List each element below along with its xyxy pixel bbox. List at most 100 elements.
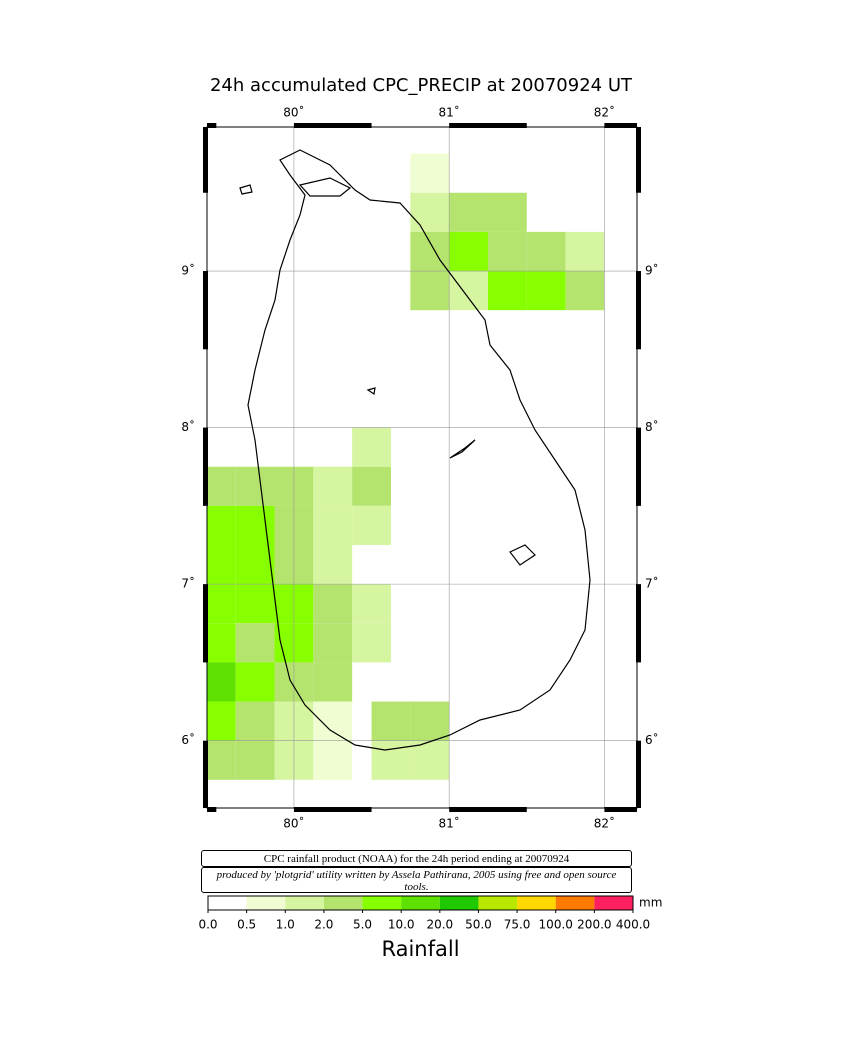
x-tick-label: 81˚ xyxy=(439,105,460,120)
colorbar-tick-label: 2.0 xyxy=(314,918,333,932)
colorbar-swatch xyxy=(285,896,324,910)
coastline xyxy=(239,149,591,751)
rain-cell xyxy=(410,271,450,311)
rain-cell xyxy=(207,740,236,780)
colorbar-tick-label: 200.0 xyxy=(577,918,611,932)
y-tick-label: 9˚ xyxy=(645,263,659,278)
colorbar-swatch xyxy=(439,896,479,910)
frame-bar xyxy=(604,807,637,812)
frame-bar xyxy=(636,127,641,193)
rain-cell xyxy=(352,505,391,545)
rain-cell xyxy=(313,740,353,780)
frame-bar xyxy=(636,271,641,350)
x-tick-label: 80˚ xyxy=(283,105,304,120)
colorbar-swatch xyxy=(478,896,518,910)
colorbar-tick-label: 75.0 xyxy=(504,918,531,932)
rain-cell xyxy=(313,466,353,506)
frame-bar xyxy=(203,740,208,808)
colorbar-unit: mm xyxy=(639,896,662,910)
colorbar-swatch xyxy=(208,896,247,910)
colorbar-swatch xyxy=(401,896,440,910)
rain-cell xyxy=(235,466,275,506)
rain-cell xyxy=(449,192,488,232)
y-tick-label: 7˚ xyxy=(181,576,195,591)
colorbar-tick-label: 100.0 xyxy=(539,918,573,932)
rain-cell xyxy=(487,231,527,272)
frame-bar xyxy=(604,123,637,128)
rain-cell xyxy=(313,505,353,545)
rain-cell xyxy=(526,231,566,272)
x-tick-label: 81˚ xyxy=(439,816,460,831)
rain-cell xyxy=(207,544,236,585)
rain-cell xyxy=(235,701,275,741)
colorbar-swatch xyxy=(246,896,286,910)
rain-cell xyxy=(207,662,236,702)
colorbar-tick-label: 0.0 xyxy=(198,918,217,932)
frame-bar xyxy=(207,123,217,128)
rain-cell xyxy=(487,271,527,311)
rain-cell xyxy=(235,544,275,585)
rain-cell xyxy=(352,466,391,506)
frame-bar xyxy=(203,127,208,193)
y-tick-label: 6˚ xyxy=(181,732,195,747)
x-tick-label: 80˚ xyxy=(283,816,304,831)
credit-source: CPC rainfall product (NOAA) for the 24h … xyxy=(201,850,632,867)
rain-cell xyxy=(371,701,411,741)
colorbar-swatch xyxy=(555,896,595,910)
rain-cell xyxy=(410,701,450,741)
frame-bar xyxy=(449,123,527,128)
rain-cell xyxy=(313,662,353,702)
rain-cell xyxy=(235,662,275,702)
frame-bar xyxy=(449,807,527,812)
frame-bar xyxy=(293,807,372,812)
rain-cell xyxy=(207,466,236,506)
x-tick-label: 82˚ xyxy=(594,105,615,120)
rain-cell xyxy=(449,271,488,311)
rain-cell xyxy=(235,584,275,624)
frame-bar xyxy=(203,427,208,506)
colorbar-tick-label: 1.0 xyxy=(276,918,295,932)
rain-cell xyxy=(410,740,450,780)
rain-cell xyxy=(235,505,275,545)
frame-bar xyxy=(203,584,208,663)
y-tick-label: 6˚ xyxy=(645,732,659,747)
rain-cell xyxy=(235,623,275,663)
colorbar-tick-label: 20.0 xyxy=(426,918,453,932)
rain-cell xyxy=(207,505,236,545)
frame-bar xyxy=(636,427,641,506)
colorbar-tick-label: 0.5 xyxy=(237,918,256,932)
rain-cell xyxy=(410,192,450,232)
rain-cell xyxy=(487,192,527,232)
rain-cell xyxy=(235,740,275,780)
rain-cell xyxy=(207,584,236,624)
rain-cell xyxy=(313,544,353,585)
map-title: 24h accumulated CPC_PRECIP at 20070924 U… xyxy=(210,75,633,96)
colorbar-frame xyxy=(207,895,634,911)
rain-cell xyxy=(526,271,566,311)
frame-bar xyxy=(293,123,372,128)
rain-cell xyxy=(352,427,391,467)
y-tick-label: 8˚ xyxy=(181,419,195,434)
rain-cell xyxy=(352,623,391,663)
rain-cell xyxy=(410,153,450,193)
rain-cell xyxy=(313,584,353,624)
rain-cell xyxy=(207,701,236,741)
frame-bar xyxy=(636,740,641,808)
colorbar-swatch xyxy=(362,896,402,910)
x-tick-label: 82˚ xyxy=(594,816,615,831)
frame-bar xyxy=(207,807,217,812)
rain-cell xyxy=(352,584,391,624)
y-tick-label: 7˚ xyxy=(645,576,659,591)
colorbar-tick-label: 50.0 xyxy=(465,918,492,932)
frame-bar xyxy=(203,271,208,350)
frame-bar xyxy=(636,584,641,663)
colorbar-tick-label: 10.0 xyxy=(388,918,415,932)
credit-author: produced by 'plotgrid' utility written b… xyxy=(201,867,632,893)
rain-cell xyxy=(449,231,488,272)
colorbar-tick-label: 5.0 xyxy=(353,918,372,932)
y-tick-label: 8˚ xyxy=(645,419,659,434)
colorbar-label: Rainfall xyxy=(381,937,459,961)
rain-cell xyxy=(207,623,236,663)
colorbar-swatch xyxy=(594,896,633,910)
